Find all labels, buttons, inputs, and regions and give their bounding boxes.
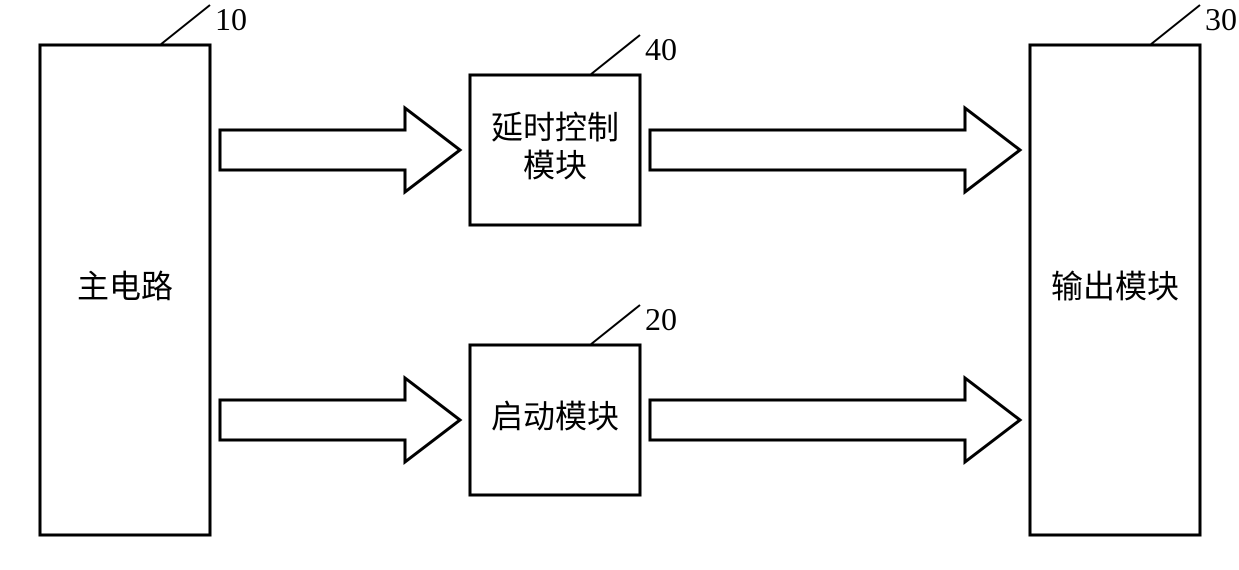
ref-label-n10: 10	[215, 1, 247, 37]
node-label-n30-line0: 输出模块	[1051, 268, 1179, 304]
ref-label-n40: 40	[645, 31, 677, 67]
block-diagram: 主电路 10 延时控制模块 40 启动模块 20 输出模块 30	[0, 0, 1239, 570]
node-label-n10-line0: 主电路	[77, 268, 173, 304]
node-label-n20-line0: 启动模块	[491, 398, 619, 434]
ref-label-n30: 30	[1205, 1, 1237, 37]
node-label-n40-line0: 延时控制	[491, 109, 619, 145]
ref-label-n20: 20	[645, 301, 677, 337]
node-label-n40-line1: 模块	[523, 147, 587, 183]
